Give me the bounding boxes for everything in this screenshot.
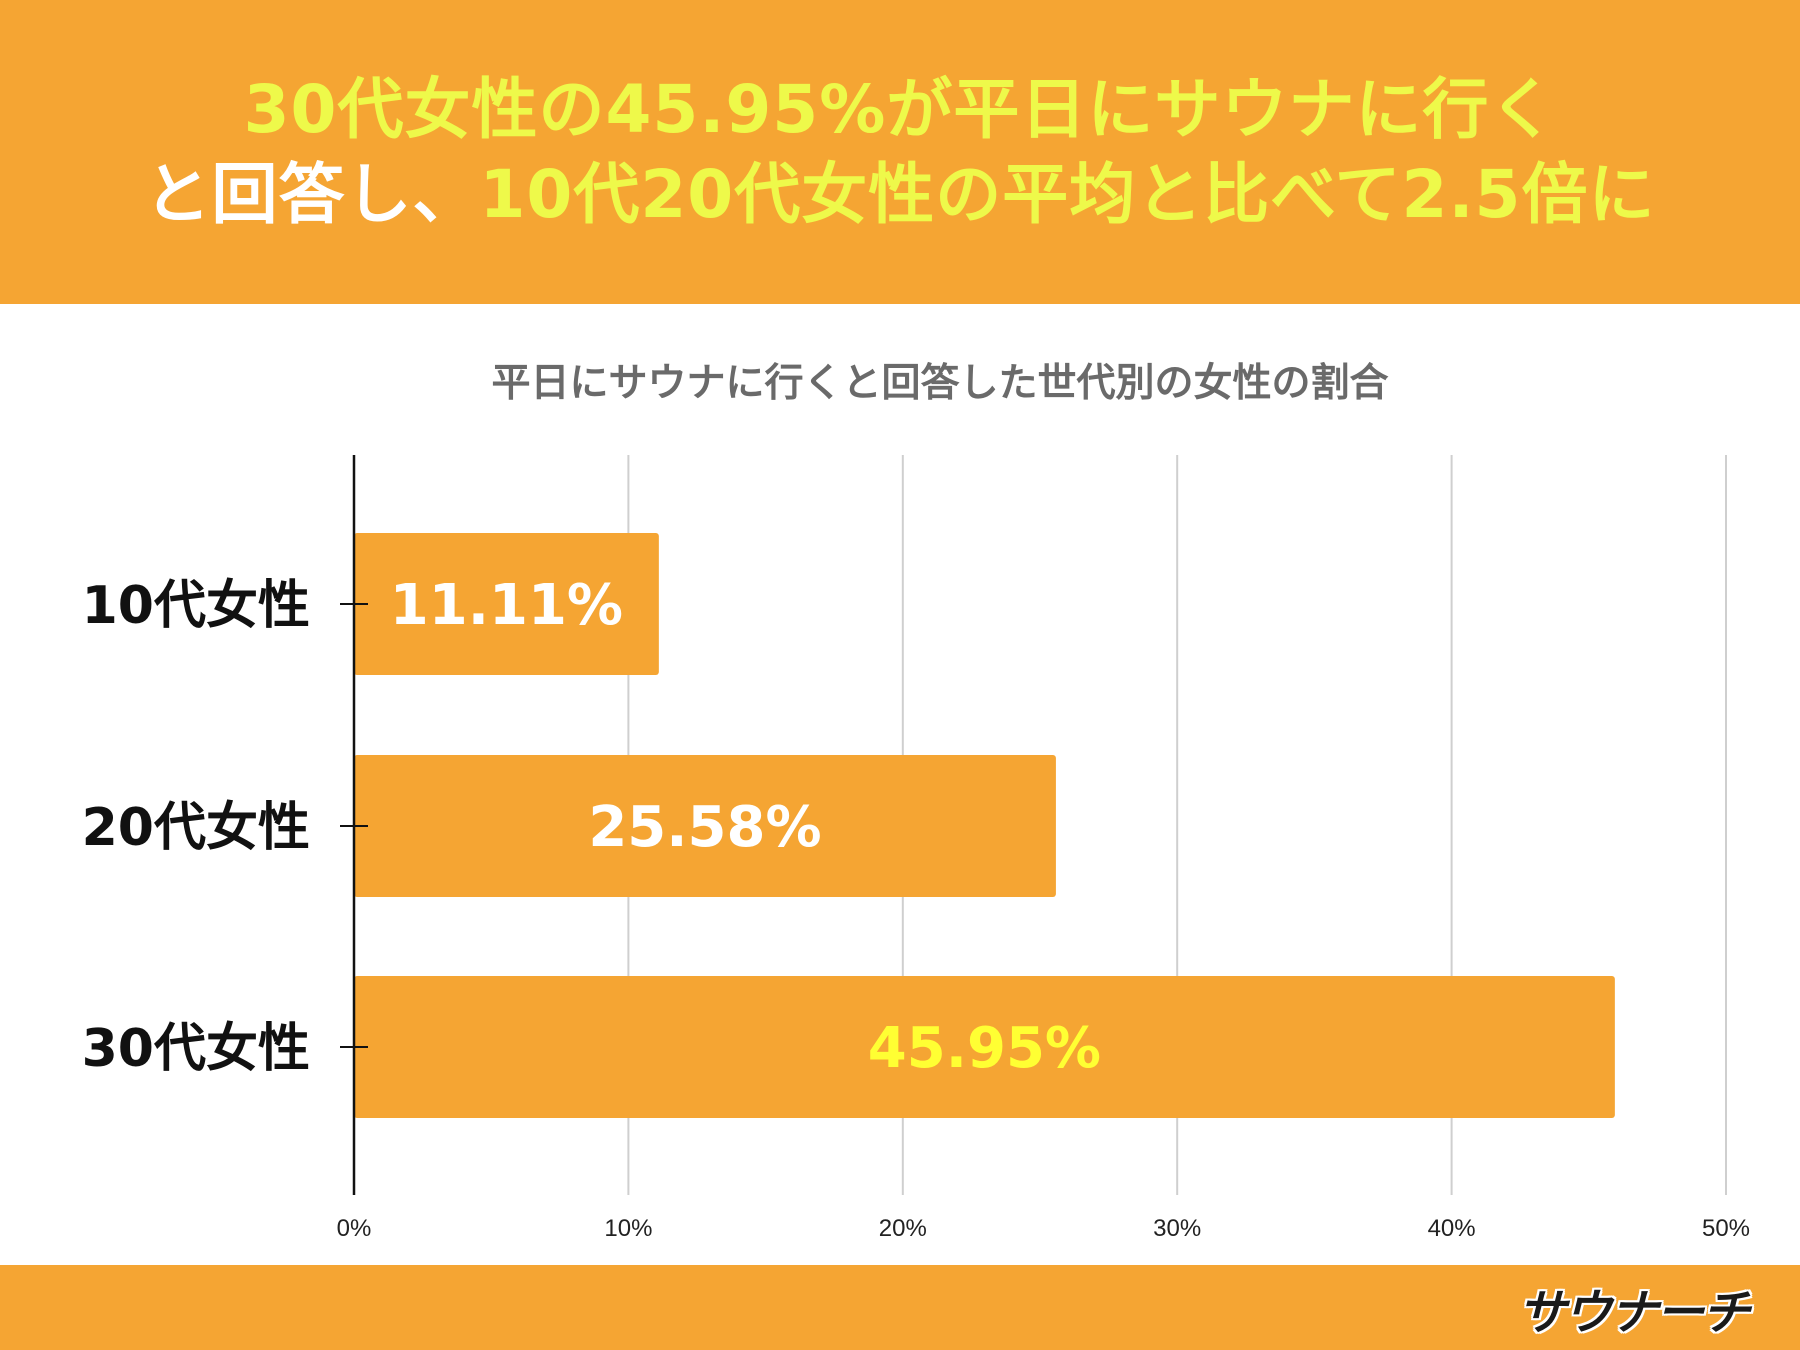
bar [354, 533, 659, 675]
axes [340, 455, 368, 1195]
chart-title: 平日にサウナに行くと回答した世代別の女性の割合 [491, 361, 1389, 406]
bars [354, 533, 1615, 1118]
headline-line-2-white: と回答し、 [144, 156, 480, 233]
category-label: 30代女性 [82, 1019, 310, 1079]
x-tick-label: 30% [1153, 1215, 1201, 1242]
bar-value-label: 25.58% [588, 795, 821, 860]
category-label: 10代女性 [82, 576, 310, 636]
bar [354, 755, 1056, 897]
footer-banner: サウナーチ [0, 1265, 1800, 1350]
x-tick-label: 10% [604, 1215, 652, 1242]
headline-line-1: 30代女性の45.95%が平日にサウナに行く [243, 71, 1557, 148]
headline-line-2: と回答し、10代20代女性の平均と比べて2.5倍に [0, 153, 1800, 237]
bar-value-label: 45.95% [868, 1016, 1101, 1081]
bar-chart: 0% 10% 20% 30% 40% 50% 11.11% 10代女性 25.58% 20代女性 4… [82, 455, 1750, 1242]
x-tick-label: 50% [1702, 1215, 1750, 1242]
x-tick-label: 0% [337, 1215, 372, 1242]
category-label: 20代女性 [82, 798, 310, 858]
header-banner: 30代女性の45.95%が平日にサウナに行く と回答し、10代20代女性の平均と… [0, 0, 1800, 304]
headline-line-2-yellow: 10代20代女性の平均と比べて2.5倍に [479, 156, 1656, 233]
bar-value-label: 11.11% [390, 573, 623, 638]
x-tick-label: 40% [1428, 1215, 1476, 1242]
logo-text: サウナーチ [1517, 1285, 1750, 1341]
saunachi-logo: サウナーチ [1517, 1275, 1750, 1341]
bar [354, 976, 1615, 1118]
labels: 0% 10% 20% 30% 40% 50% 11.11% 10代女性 25.58% 20代女性 4… [82, 573, 1750, 1242]
x-tick-label: 20% [879, 1215, 927, 1242]
